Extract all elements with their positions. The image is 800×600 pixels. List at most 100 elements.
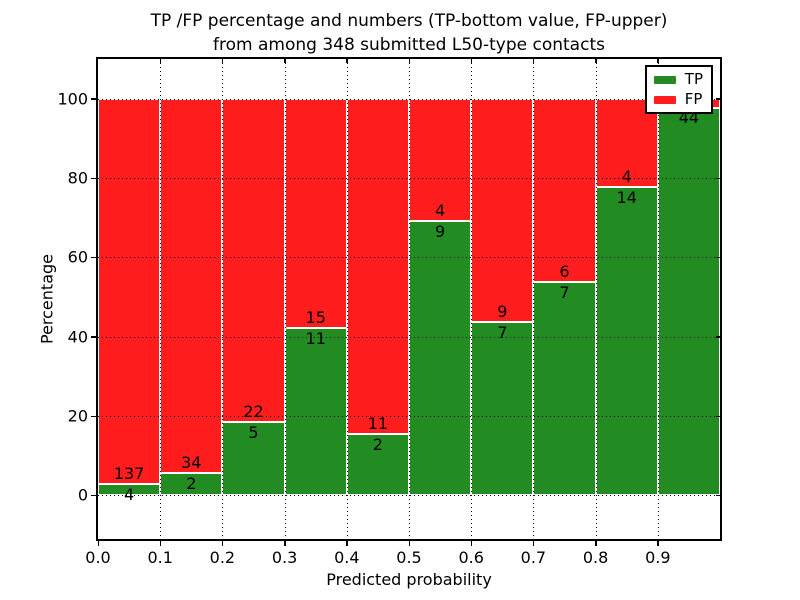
- x-tick-mark: [284, 541, 286, 546]
- bar-segment-fp: [284, 98, 347, 328]
- chart-title-line2: from among 348 submitted L50-type contac…: [213, 35, 605, 55]
- bar-segment-fp: [222, 98, 285, 422]
- x-tick-mark: [221, 541, 224, 546]
- bar-segment-fp: [160, 98, 223, 474]
- legend-label-tp: TP: [684, 70, 703, 88]
- bar-segment-tp: [346, 434, 409, 496]
- bar-label-tp: 14: [616, 187, 637, 207]
- bar-label-fp: 34: [181, 453, 202, 473]
- chart-title: TP /FP percentage and numbers (TP-bottom…: [96, 9, 722, 57]
- bar-label-tp: 9: [435, 221, 446, 241]
- y-tick-mark: [91, 98, 96, 100]
- x-tick-label: 0.6: [458, 548, 484, 567]
- gridline-vertical: [346, 59, 348, 539]
- y-tick-mark: [91, 256, 96, 259]
- bar-segment-tp: [98, 484, 161, 496]
- x-tick-mark-top: [284, 59, 286, 63]
- gridline-vertical: [409, 59, 410, 539]
- gridline-vertical: [595, 59, 597, 539]
- legend-label-fp: FP: [684, 90, 703, 108]
- x-tick-mark-top: [221, 59, 224, 63]
- x-tick-label: 0.9: [645, 548, 671, 567]
- bar-segment-fp: [533, 98, 596, 282]
- plot-area: TP FP 137 4 34 2 22 5 15 11 11 2 4 9 9 7 6 7 4 14 44 0 20 40 6…: [57, 57, 722, 567]
- x-tick-label: 0.7: [520, 548, 547, 567]
- bar-label-tp: 11: [305, 328, 326, 348]
- legend-item-tp: TP: [653, 70, 703, 88]
- x-tick-mark: [408, 541, 410, 546]
- y-tick-label: 40: [67, 327, 88, 347]
- bar-segment-fp: [471, 98, 534, 322]
- x-tick-mark: [346, 541, 348, 546]
- bar-label-fp: 15: [305, 307, 326, 327]
- x-axis-label: Predicted probability: [326, 570, 492, 589]
- x-tick-label: 0.5: [396, 548, 422, 567]
- y-tick-label: 80: [67, 168, 88, 188]
- x-tick-label: 0.2: [209, 548, 236, 567]
- x-tick-mark-top: [532, 59, 535, 63]
- y-tick-mark-right: [716, 177, 720, 179]
- gridline-vertical: [471, 59, 473, 539]
- bar-segment-tp: [657, 107, 720, 496]
- gridline-vertical: [160, 59, 162, 539]
- bar-label-tp: 5: [248, 422, 259, 442]
- x-tick-mark: [657, 541, 659, 546]
- bar-label-fp: 6: [559, 261, 570, 281]
- bar-label-fp: 137: [113, 464, 145, 484]
- bar-label-tp: 7: [559, 282, 570, 302]
- bar-label-fp: 9: [497, 301, 508, 321]
- chart-title-line1: TP /FP percentage and numbers (TP-bottom…: [150, 11, 668, 31]
- x-tick-mark-top: [657, 59, 659, 63]
- x-tick-mark-top: [470, 59, 473, 63]
- bar-segment-tp: [222, 421, 285, 496]
- y-tick-label: 100: [57, 89, 88, 109]
- bar-label-fp: 4: [621, 166, 632, 186]
- bar-segment-tp: [409, 220, 472, 496]
- y-tick-mark-right: [716, 336, 720, 338]
- bar-segment-tp: [471, 321, 534, 496]
- y-tick-label: 0: [77, 485, 88, 505]
- x-tick-label: 0.1: [147, 548, 173, 567]
- bar-segment-fp: [346, 98, 409, 435]
- bar-label-tp: 4: [124, 485, 135, 505]
- y-tick-mark: [91, 494, 96, 497]
- x-tick-mark-top: [346, 59, 348, 63]
- gridline-vertical: [657, 59, 659, 539]
- gridline-vertical: [222, 59, 224, 539]
- x-tick-mark-top: [595, 59, 597, 63]
- x-tick-mark: [595, 541, 597, 546]
- y-tick-mark: [91, 177, 96, 179]
- x-tick-mark: [470, 541, 473, 546]
- bar-label-tp: 2: [372, 435, 383, 455]
- x-tick-mark-top: [159, 59, 162, 63]
- y-tick-mark-right: [716, 256, 720, 259]
- y-tick-mark-right: [716, 494, 720, 497]
- y-tick-mark-right: [716, 415, 720, 418]
- x-tick-mark: [159, 541, 162, 546]
- x-tick-label: 0.8: [582, 548, 609, 567]
- bar-label-fp: 11: [367, 414, 389, 434]
- gridline-vertical: [284, 59, 286, 539]
- x-tick-mark: [97, 541, 99, 546]
- x-tick-label: 0.3: [271, 548, 298, 567]
- x-tick-mark: [532, 541, 535, 546]
- legend: TP FP: [644, 65, 713, 114]
- y-tick-mark-right: [716, 98, 720, 100]
- bar-segment-tp: [533, 281, 596, 496]
- x-tick-label: 0.0: [85, 548, 111, 567]
- y-tick-label: 20: [67, 406, 88, 426]
- bar-segment-tp: [595, 186, 658, 496]
- legend-swatch-fp-icon: [653, 95, 676, 104]
- y-tick-label: 60: [67, 247, 88, 267]
- y-tick-mark: [91, 415, 96, 418]
- x-tick-label: 0.4: [334, 548, 360, 567]
- legend-item-fp: FP: [653, 90, 703, 108]
- bar-segment-fp: [98, 98, 161, 485]
- bar-label-tp: 7: [497, 322, 508, 342]
- x-tick-mark-top: [408, 59, 410, 63]
- bar-label-fp: 4: [435, 200, 446, 220]
- y-axis-label: Percentage: [37, 253, 57, 345]
- legend-swatch-tp-icon: [653, 75, 676, 84]
- y-tick-mark: [91, 336, 96, 338]
